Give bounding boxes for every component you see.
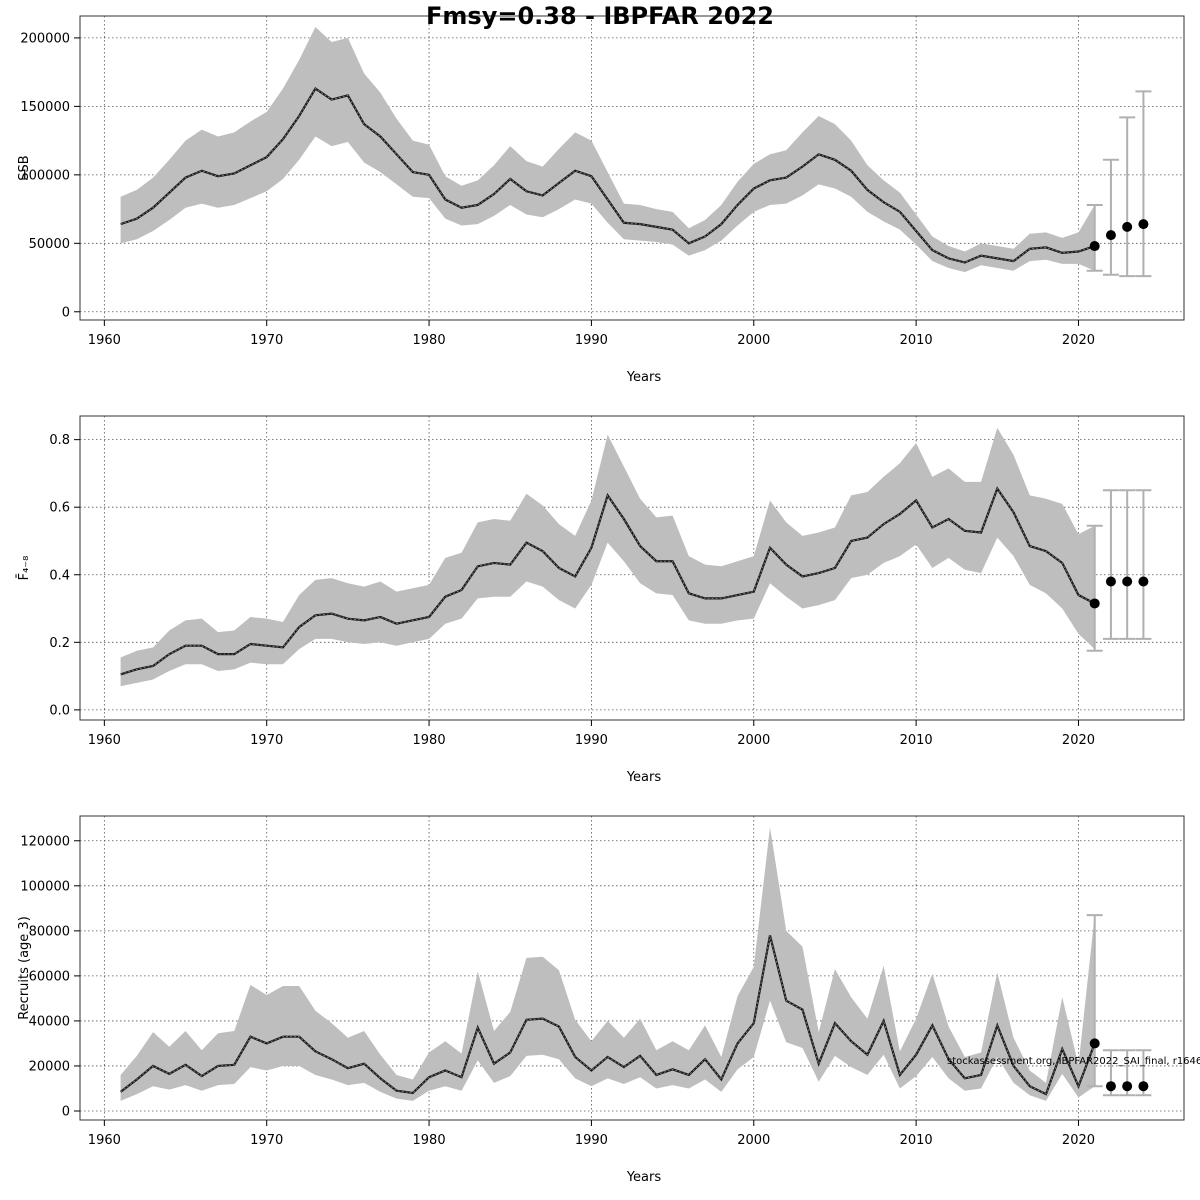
watermark-text: stockassessment.org, IBPFAR2022_SAI_fina…: [947, 1056, 1200, 1067]
y-tick-label: 80000: [29, 924, 70, 939]
x-tick-label: 1990: [575, 1133, 608, 1148]
panel-fbar: 1960 1970 1980 1990 2000 2010 2020 0.0 0.2 0.4 0.6…: [17, 415, 1185, 785]
forecast-point: [1089, 241, 1100, 252]
x-tick-label: 2010: [900, 333, 933, 348]
forecast-point: [1089, 598, 1100, 609]
forecast-point: [1138, 576, 1149, 587]
x-tick-label: 1990: [575, 733, 608, 748]
y-tick-label: 100000: [20, 168, 70, 183]
y-tick-label: 0.4: [49, 568, 70, 583]
estimate-line-dots: [120, 487, 1095, 675]
x-tick-label: 1960: [88, 333, 121, 348]
figure-title: Fmsy=0.38 - IBPFAR 2022: [426, 2, 774, 30]
forecast-point: [1122, 221, 1133, 232]
forecast-point: [1138, 1081, 1149, 1092]
x-tick-label: 2010: [900, 1133, 933, 1148]
y-tick-label: 0.2: [49, 636, 70, 651]
y-tick-label: 150000: [20, 100, 70, 115]
forecast-point: [1105, 230, 1116, 241]
x-tick-label: 1970: [250, 333, 283, 348]
x-tick-label: 2020: [1062, 733, 1095, 748]
x-tick-label: 2000: [737, 333, 770, 348]
panel-recruits: 1960 1970 1980 1990 2000 2010 2020 0 20000 40000 6…: [17, 815, 1185, 1185]
forecast-point: [1138, 219, 1149, 230]
x-axis-label: Years: [626, 370, 662, 385]
confidence-band: [120, 827, 1095, 1101]
forecast-point: [1089, 1038, 1100, 1049]
y-tick-label: 0.6: [49, 501, 70, 516]
y-tick-label: 0.0: [49, 703, 70, 718]
y-tick-label: 0: [62, 305, 70, 320]
y-tick-label: 60000: [29, 969, 70, 984]
y-axis-label: Recruits (age 3): [17, 916, 32, 1020]
y-tick-label: 120000: [20, 834, 70, 849]
forecast-point: [1122, 576, 1133, 587]
x-tick-label: 2020: [1062, 1133, 1095, 1148]
y-tick-label: 40000: [29, 1014, 70, 1029]
forecast-point: [1105, 1081, 1116, 1092]
y-axis-label: SSB: [17, 155, 32, 180]
y-tick-label: 50000: [29, 237, 70, 252]
x-tick-label: 2020: [1062, 333, 1095, 348]
y-tick-label: 200000: [20, 31, 70, 46]
plot-frame: [79, 15, 1185, 321]
forecast-point: [1105, 576, 1116, 587]
confidence-band: [120, 26, 1095, 273]
panel-ssb: 1960 1970 1980 1990 2000 2010 2020 0 50000 100000…: [17, 15, 1185, 385]
y-tick-label: 0: [62, 1104, 70, 1119]
x-axis-label: Years: [626, 770, 662, 785]
x-axis-label: Years: [626, 1170, 662, 1185]
x-tick-label: 1990: [575, 333, 608, 348]
estimate-line-dots: [120, 935, 1096, 1095]
y-tick-label: 20000: [29, 1059, 70, 1074]
y-tick-label: 0.8: [49, 433, 70, 448]
x-tick-label: 2010: [900, 733, 933, 748]
x-tick-label: 2000: [737, 1133, 770, 1148]
plot-frame: [79, 415, 1185, 721]
x-tick-label: 1980: [413, 1133, 446, 1148]
x-tick-label: 1960: [88, 1133, 121, 1148]
x-tick-label: 1960: [88, 733, 121, 748]
confidence-band: [120, 427, 1095, 687]
y-axis-label: F̄₄₋₈: [17, 556, 32, 581]
plot-frame: [79, 815, 1185, 1121]
x-tick-label: 2000: [737, 733, 770, 748]
y-tick-label: 100000: [20, 879, 70, 894]
panels: 1960 1970 1980 1990 2000 2010 2020 0 50000 100000…: [17, 15, 1185, 1185]
x-tick-label: 1980: [413, 733, 446, 748]
x-tick-label: 1970: [250, 733, 283, 748]
x-tick-label: 1980: [413, 333, 446, 348]
estimate-line-dots: [120, 88, 1095, 263]
x-tick-label: 1970: [250, 1133, 283, 1148]
forecast-point: [1122, 1081, 1133, 1092]
